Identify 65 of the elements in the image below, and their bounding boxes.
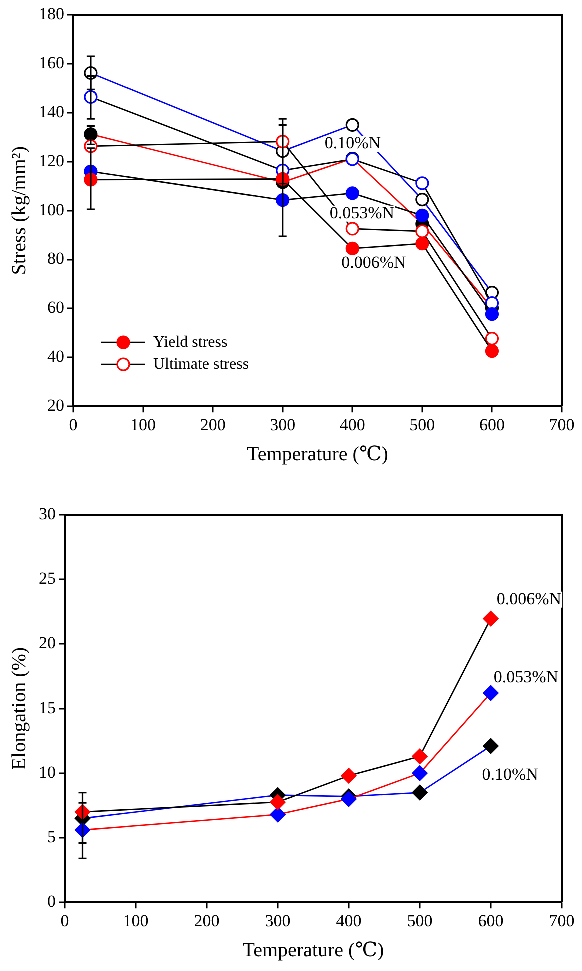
- point: [412, 748, 428, 764]
- y-tick-label: 10: [39, 762, 56, 782]
- annotation: 0.10%N: [482, 764, 538, 784]
- point: [416, 208, 430, 222]
- point: [485, 344, 500, 358]
- y-tick-label: 25: [39, 569, 56, 588]
- legend-label: Yield stress: [154, 334, 228, 351]
- point: [270, 794, 286, 810]
- x-axis-title: Temperature (℃): [242, 939, 384, 962]
- point: [412, 784, 428, 801]
- point: [485, 332, 500, 346]
- point: [412, 766, 428, 782]
- x-tick-label: 0: [69, 415, 78, 434]
- annotation: 0.10%N: [324, 134, 382, 153]
- annotation: 0.053%N: [330, 203, 395, 222]
- point: [416, 176, 430, 190]
- y-tick-label: 20: [48, 396, 64, 416]
- point: [416, 224, 430, 238]
- y-tick-label: 15: [39, 698, 56, 718]
- point: [346, 242, 360, 256]
- y-tick-label: 160: [39, 53, 64, 72]
- x-tick-label: 400: [340, 415, 366, 434]
- y-tick-label: 30: [39, 504, 56, 524]
- y-tick-label: 40: [48, 347, 64, 366]
- point: [416, 192, 430, 207]
- y-tick-label: 100: [39, 200, 64, 220]
- x-tick-label: 100: [123, 911, 149, 930]
- annotation: 0.006%N: [342, 253, 406, 272]
- x-tick-label: 300: [265, 911, 291, 930]
- point: [346, 186, 360, 200]
- point: [483, 611, 499, 627]
- point: [346, 118, 360, 132]
- x-tick-label: 200: [200, 415, 226, 434]
- point: [485, 308, 500, 322]
- y-tick-label: 5: [48, 827, 56, 846]
- x-tick-label: 700: [549, 415, 575, 434]
- x-tick-label: 500: [410, 415, 436, 434]
- y-tick-label: 120: [39, 151, 64, 170]
- legend-label: Ultimate stress: [154, 356, 250, 373]
- x-tick-label: 400: [336, 911, 362, 930]
- y-tick-label: 0: [48, 892, 56, 912]
- y-tick-label: 140: [39, 102, 64, 122]
- point: [270, 806, 286, 823]
- point: [483, 685, 499, 702]
- annotation: 0.053%N: [494, 667, 559, 686]
- y-tick-label: 60: [48, 298, 64, 318]
- point: [341, 791, 357, 808]
- x-tick-label: 500: [407, 911, 433, 930]
- x-tick-label: 700: [549, 911, 575, 930]
- y-tick-label: 20: [39, 634, 56, 653]
- point: [346, 222, 360, 236]
- y-axis-title: Elongation (%): [8, 647, 30, 770]
- x-tick-label: 300: [270, 415, 296, 434]
- y-tick-label: 80: [48, 249, 64, 268]
- annotation: 0.006%N: [496, 589, 562, 608]
- y-axis-title: Stress (kg/mm²): [8, 146, 30, 276]
- x-tick-label: 600: [479, 415, 505, 434]
- x-tick-label: 200: [194, 911, 220, 930]
- x-axis-title: Temperature (℃): [247, 443, 388, 466]
- x-tick-label: 600: [478, 911, 504, 930]
- point: [483, 738, 499, 754]
- y-tick-label: 180: [39, 4, 64, 24]
- point: [416, 237, 430, 251]
- point: [341, 768, 357, 784]
- x-tick-label: 100: [130, 415, 156, 434]
